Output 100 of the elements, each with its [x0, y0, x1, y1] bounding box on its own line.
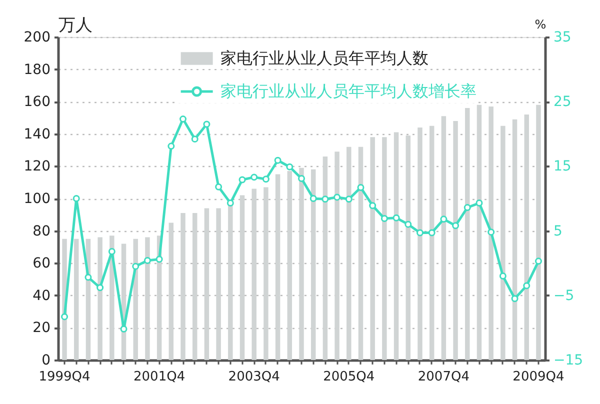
point — [132, 262, 140, 270]
x-tick-label: 2007Q4 — [418, 370, 470, 384]
bar — [453, 120, 458, 360]
y-tick-label: 60 — [32, 256, 50, 272]
point — [120, 326, 128, 332]
y-tick-label: 0 — [42, 352, 50, 368]
bar — [334, 152, 340, 360]
y-tick-label: 200 — [24, 30, 50, 46]
bar — [441, 116, 446, 360]
point — [250, 174, 258, 181]
legend-label: 家电行业从业人员年平均人数增长率 — [220, 82, 476, 100]
y2-tick-label: −5 — [554, 288, 574, 304]
y-tick-label: 140 — [24, 126, 50, 142]
point — [357, 184, 364, 191]
bar — [346, 146, 352, 360]
y-axis-title: 万人 — [58, 16, 92, 36]
x-tick-label: 1999Q4 — [38, 370, 90, 384]
point — [203, 120, 210, 128]
bar — [310, 169, 316, 360]
y-tick-label: 180 — [24, 62, 50, 78]
bar — [406, 136, 411, 360]
y-tick-label: 40 — [32, 288, 50, 304]
bar — [476, 104, 482, 360]
point — [84, 274, 92, 281]
point — [476, 200, 483, 207]
bar — [358, 146, 364, 360]
point — [523, 282, 530, 290]
point — [464, 204, 471, 212]
point — [215, 183, 222, 190]
bar — [264, 187, 268, 360]
point — [452, 222, 460, 230]
point — [286, 163, 294, 170]
bar — [370, 137, 375, 360]
y-tick-label: 160 — [24, 94, 50, 110]
point — [226, 200, 234, 207]
point — [238, 176, 246, 184]
point — [511, 295, 518, 302]
point — [322, 196, 329, 203]
point — [96, 284, 104, 292]
point — [108, 248, 116, 255]
bar — [204, 208, 210, 360]
x-tick-label: 2005Q4 — [323, 370, 375, 384]
bar — [168, 222, 174, 360]
y2-tick-label: 5 — [554, 223, 562, 240]
point — [392, 214, 400, 222]
bar — [133, 238, 138, 360]
point — [440, 216, 448, 223]
point — [416, 229, 424, 236]
y2-tick-label: 25 — [554, 94, 572, 110]
bar — [322, 156, 328, 360]
bar — [512, 119, 518, 360]
point — [298, 174, 305, 182]
point — [499, 272, 506, 280]
point — [345, 196, 352, 203]
point — [191, 136, 198, 143]
point — [310, 195, 317, 202]
x-tick-label: 2009Q4 — [512, 370, 564, 384]
bar — [287, 171, 292, 360]
bar — [465, 108, 470, 360]
point — [180, 116, 186, 123]
bar — [192, 213, 198, 360]
point — [262, 176, 270, 183]
y2-tick-label: 35 — [554, 30, 572, 46]
y2-tick-label: −15 — [554, 352, 584, 368]
y-tick-label: 20 — [32, 320, 50, 336]
y-tick-label: 100 — [24, 191, 50, 207]
bar — [252, 188, 256, 360]
bar — [488, 106, 494, 360]
point — [428, 229, 436, 236]
bar — [382, 137, 387, 360]
bar — [216, 208, 221, 360]
bar — [429, 126, 434, 360]
point — [61, 313, 68, 320]
point — [404, 220, 412, 228]
point — [144, 257, 151, 264]
bar — [524, 114, 530, 360]
bar — [536, 104, 541, 360]
y-tick-label: 80 — [32, 223, 50, 240]
bar — [180, 213, 186, 360]
bar — [240, 195, 245, 360]
legend-label: 家电行业从业人员年平均人数 — [220, 48, 428, 68]
y2-tick-label: 15 — [554, 158, 572, 175]
bar — [418, 127, 422, 360]
bar — [299, 168, 304, 360]
point — [334, 194, 341, 201]
point — [488, 228, 495, 236]
y2-axis-title: % — [534, 18, 546, 32]
point — [72, 195, 80, 202]
point — [274, 156, 282, 164]
point — [369, 202, 376, 210]
bar — [394, 132, 399, 360]
x-tick-label: 2003Q4 — [228, 370, 280, 384]
point — [156, 256, 163, 263]
point — [168, 142, 175, 150]
point — [380, 215, 388, 222]
bar — [145, 237, 150, 360]
x-tick-label: 2001Q4 — [134, 370, 186, 384]
point — [534, 258, 542, 265]
bar — [500, 126, 506, 360]
bar — [275, 174, 280, 360]
